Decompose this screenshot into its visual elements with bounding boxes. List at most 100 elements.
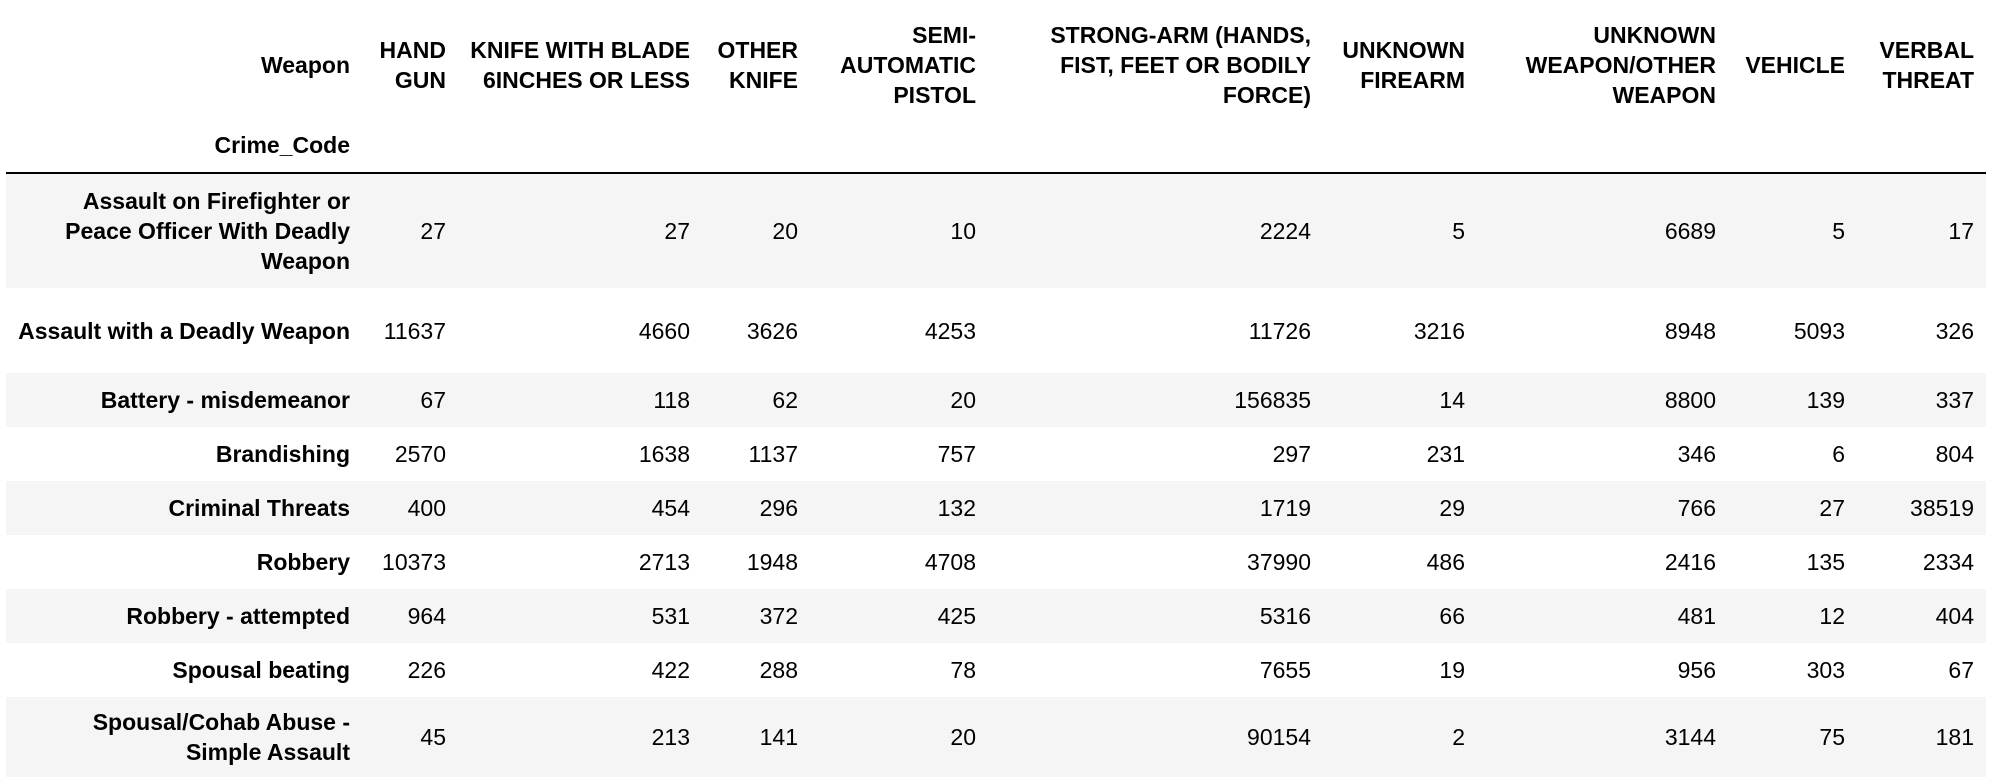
- table-cell: 1137: [748, 441, 798, 467]
- table-cell: 37990: [1247, 549, 1311, 575]
- table-cell: 6: [1832, 441, 1845, 467]
- column-header: KNIFE WITH BLADE 6INCHES OR LESS: [470, 37, 690, 93]
- table-cell: 20: [950, 387, 976, 413]
- row-label: Criminal Threats: [168, 495, 351, 521]
- table-cell: 38519: [1910, 495, 1974, 521]
- table-cell: 804: [1935, 441, 1974, 467]
- table-cell: 141: [759, 724, 798, 750]
- table-cell: 12: [1819, 603, 1845, 629]
- table-cell: 5: [1452, 218, 1465, 244]
- column-header: VERBAL THREAT: [1879, 37, 1974, 93]
- table-cell: 27: [420, 218, 446, 244]
- table-row: Brandishing 2570 1638 1137 757 297 231 3…: [6, 427, 1986, 481]
- row-label: Brandishing: [215, 441, 350, 467]
- column-header: UNKNOWN FIREARM: [1342, 37, 1465, 93]
- dataframe-container: Weapon HAND GUN KNIFE WITH BLADE 6INCHES…: [6, 0, 1986, 777]
- row-label: Robbery - attempted: [126, 603, 350, 629]
- index-name-row: Crime_Code: [6, 130, 1986, 174]
- table-cell: 19: [1439, 657, 1465, 683]
- table-cell: 67: [1948, 657, 1974, 683]
- table-cell: 231: [1426, 441, 1465, 467]
- table-cell: 5316: [1259, 603, 1311, 629]
- table-cell: 454: [651, 495, 690, 521]
- table-cell: 531: [651, 603, 690, 629]
- table-cell: 400: [407, 495, 446, 521]
- row-label: Assault on Firefighter or Peace Officer …: [65, 188, 350, 274]
- table-cell: 2416: [1664, 549, 1716, 575]
- table-cell: 8800: [1664, 387, 1716, 413]
- table-cell: 964: [407, 603, 446, 629]
- table-cell: 90154: [1247, 724, 1311, 750]
- table-cell: 486: [1426, 549, 1465, 575]
- table-cell: 226: [407, 657, 446, 683]
- table-cell: 425: [937, 603, 976, 629]
- row-label: Spousal beating: [172, 657, 350, 683]
- table-row: Assault on Firefighter or Peace Officer …: [6, 173, 1986, 288]
- table-row: Spousal beating 226 422 288 78 7655 19 9…: [6, 643, 1986, 697]
- table-cell: 337: [1935, 387, 1974, 413]
- table-cell: 3216: [1413, 317, 1465, 344]
- table-cell: 27: [664, 218, 690, 244]
- table-cell: 372: [759, 603, 798, 629]
- table-cell: 404: [1935, 603, 1974, 629]
- table-cell: 4708: [924, 549, 976, 575]
- table-cell: 156835: [1234, 387, 1311, 413]
- table-cell: 2570: [394, 441, 446, 467]
- row-label: Robbery: [256, 549, 350, 575]
- table-cell: 45: [420, 724, 446, 750]
- table-cell: 2: [1452, 724, 1465, 750]
- table-cell: 1719: [1259, 495, 1311, 521]
- table-cell: 135: [1806, 549, 1845, 575]
- row-label: Assault with a Deadly Weapon: [18, 317, 350, 344]
- table-row: Battery - misdemeanor 67 118 62 20 15683…: [6, 373, 1986, 427]
- table-cell: 17: [1948, 218, 1974, 244]
- table-cell: 422: [651, 657, 690, 683]
- table-cell: 757: [937, 441, 976, 467]
- table-cell: 346: [1677, 441, 1716, 467]
- table-cell: 303: [1806, 657, 1845, 683]
- table-cell: 27: [1819, 495, 1845, 521]
- table-cell: 20: [772, 218, 798, 244]
- table-cell: 78: [950, 657, 976, 683]
- table-header: Weapon HAND GUN KNIFE WITH BLADE 6INCHES…: [6, 0, 1986, 174]
- table-row: Criminal Threats 400 454 296 132 1719 29…: [6, 481, 1986, 535]
- table-cell: 11637: [383, 317, 446, 344]
- table-cell: 10: [950, 218, 976, 244]
- table-cell: 139: [1806, 387, 1845, 413]
- table-cell: 67: [420, 387, 446, 413]
- table-cell: 2224: [1259, 218, 1311, 244]
- table-cell: 6689: [1664, 218, 1716, 244]
- table-cell: 297: [1272, 441, 1311, 467]
- table-cell: 8948: [1664, 317, 1716, 344]
- table-cell: 481: [1677, 603, 1716, 629]
- table-cell: 2713: [638, 549, 690, 575]
- table-cell: 4660: [638, 317, 690, 344]
- table-cell: 75: [1819, 724, 1845, 750]
- table-cell: 5093: [1793, 317, 1845, 344]
- table-cell: 29: [1439, 495, 1465, 521]
- column-header: OTHER KNIFE: [717, 37, 799, 93]
- column-header: HAND GUN: [379, 37, 446, 93]
- table-cell: 288: [759, 657, 798, 683]
- table-cell: 62: [772, 387, 798, 413]
- table-cell: 213: [651, 724, 690, 750]
- table-cell: 20: [950, 724, 976, 750]
- table-cell: 2334: [1922, 549, 1974, 575]
- table-cell: 5: [1832, 218, 1845, 244]
- column-header: SEMI-AUTOMATIC PISTOL: [840, 22, 976, 108]
- table-body: Assault on Firefighter or Peace Officer …: [6, 173, 1986, 777]
- column-header-row: Weapon HAND GUN KNIFE WITH BLADE 6INCHES…: [6, 0, 1986, 130]
- table-row: Spousal/Cohab Abuse - Simple Assault 45 …: [6, 697, 1986, 777]
- columns-name: Weapon: [260, 52, 350, 78]
- table-cell: 181: [1935, 724, 1974, 750]
- table-cell: 66: [1439, 603, 1465, 629]
- crosstab-table: Weapon HAND GUN KNIFE WITH BLADE 6INCHES…: [6, 0, 1986, 777]
- table-cell: 3144: [1664, 724, 1716, 750]
- row-label: Spousal/Cohab Abuse - Simple Assault: [92, 709, 350, 765]
- table-cell: 132: [937, 495, 976, 521]
- row-label: Battery - misdemeanor: [100, 387, 350, 413]
- table-cell: 14: [1439, 387, 1465, 413]
- table-cell: 4253: [924, 317, 976, 344]
- table-row: Robbery - attempted 964 531 372 425 5316…: [6, 589, 1986, 643]
- table-row: Robbery 10373 2713 1948 4708 37990 486 2…: [6, 535, 1986, 589]
